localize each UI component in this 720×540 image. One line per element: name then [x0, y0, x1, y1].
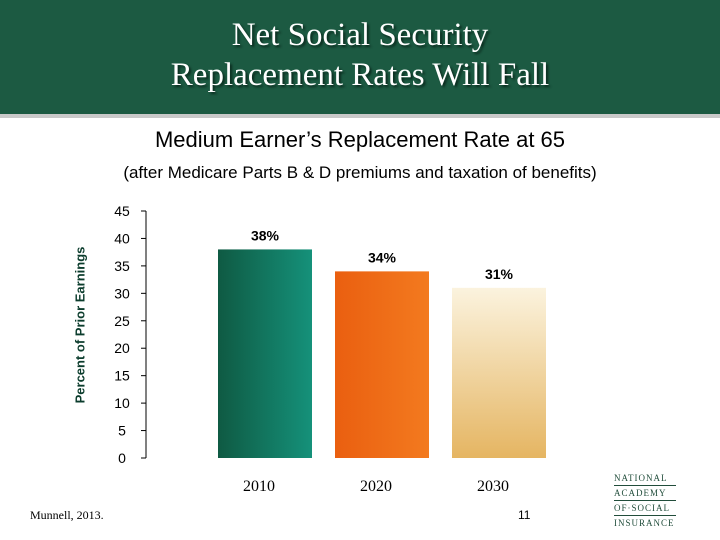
bar-2030	[452, 287, 546, 458]
y-tick-label: 20	[114, 340, 130, 356]
page-number: 11	[518, 508, 531, 522]
y-tick-label: 10	[114, 395, 130, 411]
y-tick-label: 15	[114, 368, 130, 384]
logo-line-4: INSURANCE	[614, 518, 675, 528]
y-tick-label: 5	[118, 423, 126, 439]
logo-line-1: NATIONAL	[614, 473, 668, 483]
x-tick-label: 2020	[360, 478, 392, 495]
logo-line-3: OF·SOCIAL	[614, 503, 671, 513]
bar-2020	[335, 271, 429, 458]
x-tick-label: 2010	[243, 478, 275, 495]
logo-rule	[614, 485, 676, 486]
y-tick-label: 35	[114, 258, 130, 274]
bar-value-label: 31%	[485, 266, 514, 282]
bar-value-label: 38%	[251, 227, 280, 243]
logo-line-2: ACADEMY	[614, 488, 667, 498]
logo-rule	[614, 500, 676, 501]
logo-rule	[614, 515, 676, 516]
bar-2010	[218, 249, 312, 458]
bar-value-label: 34%	[368, 249, 397, 265]
y-tick-label: 30	[114, 285, 130, 301]
nasi-logo: NATIONAL ACADEMY OF·SOCIAL INSURANCE	[614, 472, 680, 529]
source-note: Munnell, 2013.	[30, 508, 104, 522]
chart-title: Medium Earner’s Replacement Rate at 65	[154, 127, 566, 152]
y-tick-label: 40	[114, 230, 130, 246]
y-tick-label: 25	[114, 313, 130, 329]
title-banner: Net Social Security Replacement Rates Wi…	[0, 0, 720, 118]
slide-title-line-1: Net Social Security	[231, 17, 489, 53]
y-tick-label: 0	[118, 450, 126, 466]
slide-title-line-2: Replacement Rates Will Fall	[170, 57, 550, 93]
x-tick-label: 2030	[477, 478, 509, 495]
y-tick-label: 45	[114, 203, 130, 219]
chart-subtitle: (after Medicare Parts B & D premiums and…	[123, 163, 597, 182]
